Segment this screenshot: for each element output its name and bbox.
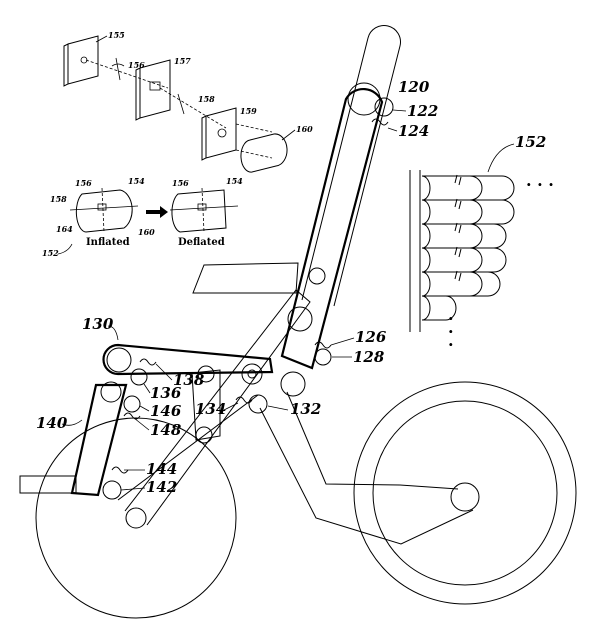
rear-hub <box>125 507 147 529</box>
ellipsis-down-1: . <box>448 305 454 324</box>
ref-146: 146 <box>150 402 182 420</box>
spring-138 <box>139 358 157 366</box>
seat-pivot <box>308 267 326 285</box>
spring-148 <box>123 412 141 420</box>
ref-156-top: 156 <box>128 60 145 70</box>
ref-136: 136 <box>150 384 182 402</box>
arrow-inflate-to-deflate <box>146 206 168 218</box>
ref-154-inflated: 154 <box>128 176 145 186</box>
exploded-cell-view: 155 156 157 158 159 160 <box>63 30 313 173</box>
spring-124 <box>371 118 389 126</box>
ref-152-small: 152 <box>42 248 59 258</box>
bicycle-frame <box>19 25 577 619</box>
belt-120 <box>280 87 384 370</box>
spring-126 <box>314 341 332 349</box>
inflated-deflated-view: 156 154 158 164 160 Inflated 152 156 154… <box>42 176 243 258</box>
cell-row-2 <box>421 198 515 225</box>
ref-158-top: 158 <box>198 94 215 104</box>
actuator-122 <box>374 97 394 117</box>
crank-pivot <box>241 363 263 385</box>
ref-159: 159 <box>240 106 257 116</box>
pulley-140-top <box>100 381 122 403</box>
belt-130 <box>102 343 274 376</box>
ref-120: 120 <box>398 78 430 96</box>
ref-144: 144 <box>146 460 177 478</box>
pulley-130 <box>106 347 132 373</box>
belt-140 <box>70 383 128 497</box>
pedal-block <box>19 475 77 494</box>
ref-126: 126 <box>355 328 387 346</box>
brace-line <box>117 394 259 501</box>
ref-164: 164 <box>56 224 73 234</box>
ellipsis-down-2: . <box>448 318 454 337</box>
ref-140: 140 <box>36 414 68 432</box>
front-wheel-inner <box>372 400 558 586</box>
cell-row-4 <box>421 246 507 273</box>
cell-array-152: 152 . . . . . . <box>409 133 554 350</box>
crank-pivot-inner <box>247 369 257 379</box>
rear-wheel <box>35 417 237 619</box>
ref-124: 124 <box>398 122 429 140</box>
back-tube <box>301 25 401 307</box>
ref-152: 152 <box>515 133 546 151</box>
spring-134 <box>235 396 253 404</box>
ellipsis-down-3: . <box>448 331 454 350</box>
link-plate <box>191 369 221 441</box>
ref-157: 157 <box>174 56 191 66</box>
seat-pad <box>192 262 299 294</box>
actuators <box>102 97 394 500</box>
actuator-142 <box>102 480 122 500</box>
ref-132: 132 <box>290 400 321 418</box>
actuator-132 <box>248 394 268 414</box>
front-hub <box>450 482 480 512</box>
ref-138: 138 <box>173 371 205 389</box>
back-pulley-low <box>287 306 313 332</box>
caption-deflated: Deflated <box>178 237 225 248</box>
caption-inflated: Inflated <box>86 237 130 248</box>
cell-row-1 <box>421 174 515 201</box>
cell-row-3 <box>421 222 507 249</box>
ref-160-top: 160 <box>296 124 313 134</box>
actuator-136 <box>130 368 148 386</box>
ref-134: 134 <box>195 400 226 418</box>
ref-142: 142 <box>146 478 177 496</box>
main-pivot <box>280 371 306 397</box>
ref-160-inflated: 160 <box>138 227 155 237</box>
spring-144 <box>111 466 129 474</box>
belts <box>70 82 384 497</box>
actuator-146 <box>123 395 141 413</box>
ref-155: 155 <box>108 30 125 40</box>
actuator-128 <box>314 348 332 366</box>
deflated-cell: 156 154 Deflated <box>169 176 243 248</box>
ref-156-inflated: 156 <box>75 178 92 188</box>
ref-130: 130 <box>82 315 114 333</box>
reference-numerals: 120 122 124 126 128 130 132 134 136 138 … <box>36 78 438 496</box>
ref-154-deflated: 154 <box>226 176 243 186</box>
cell-row-6 <box>421 295 457 321</box>
ref-128: 128 <box>353 348 385 366</box>
down-tube-lower <box>259 407 474 545</box>
link-pivot-bottom <box>195 426 213 444</box>
inflated-cell: 156 154 158 164 160 Inflated 152 <box>42 176 155 258</box>
ref-122: 122 <box>407 102 438 120</box>
cell-row-5 <box>421 270 501 297</box>
ref-158-inflated: 158 <box>50 194 67 204</box>
ellipsis-right: . . . <box>526 171 554 190</box>
down-tube <box>286 391 459 490</box>
ref-148: 148 <box>150 421 182 439</box>
ref-156-deflated: 156 <box>172 178 189 188</box>
front-wheel <box>353 381 577 605</box>
